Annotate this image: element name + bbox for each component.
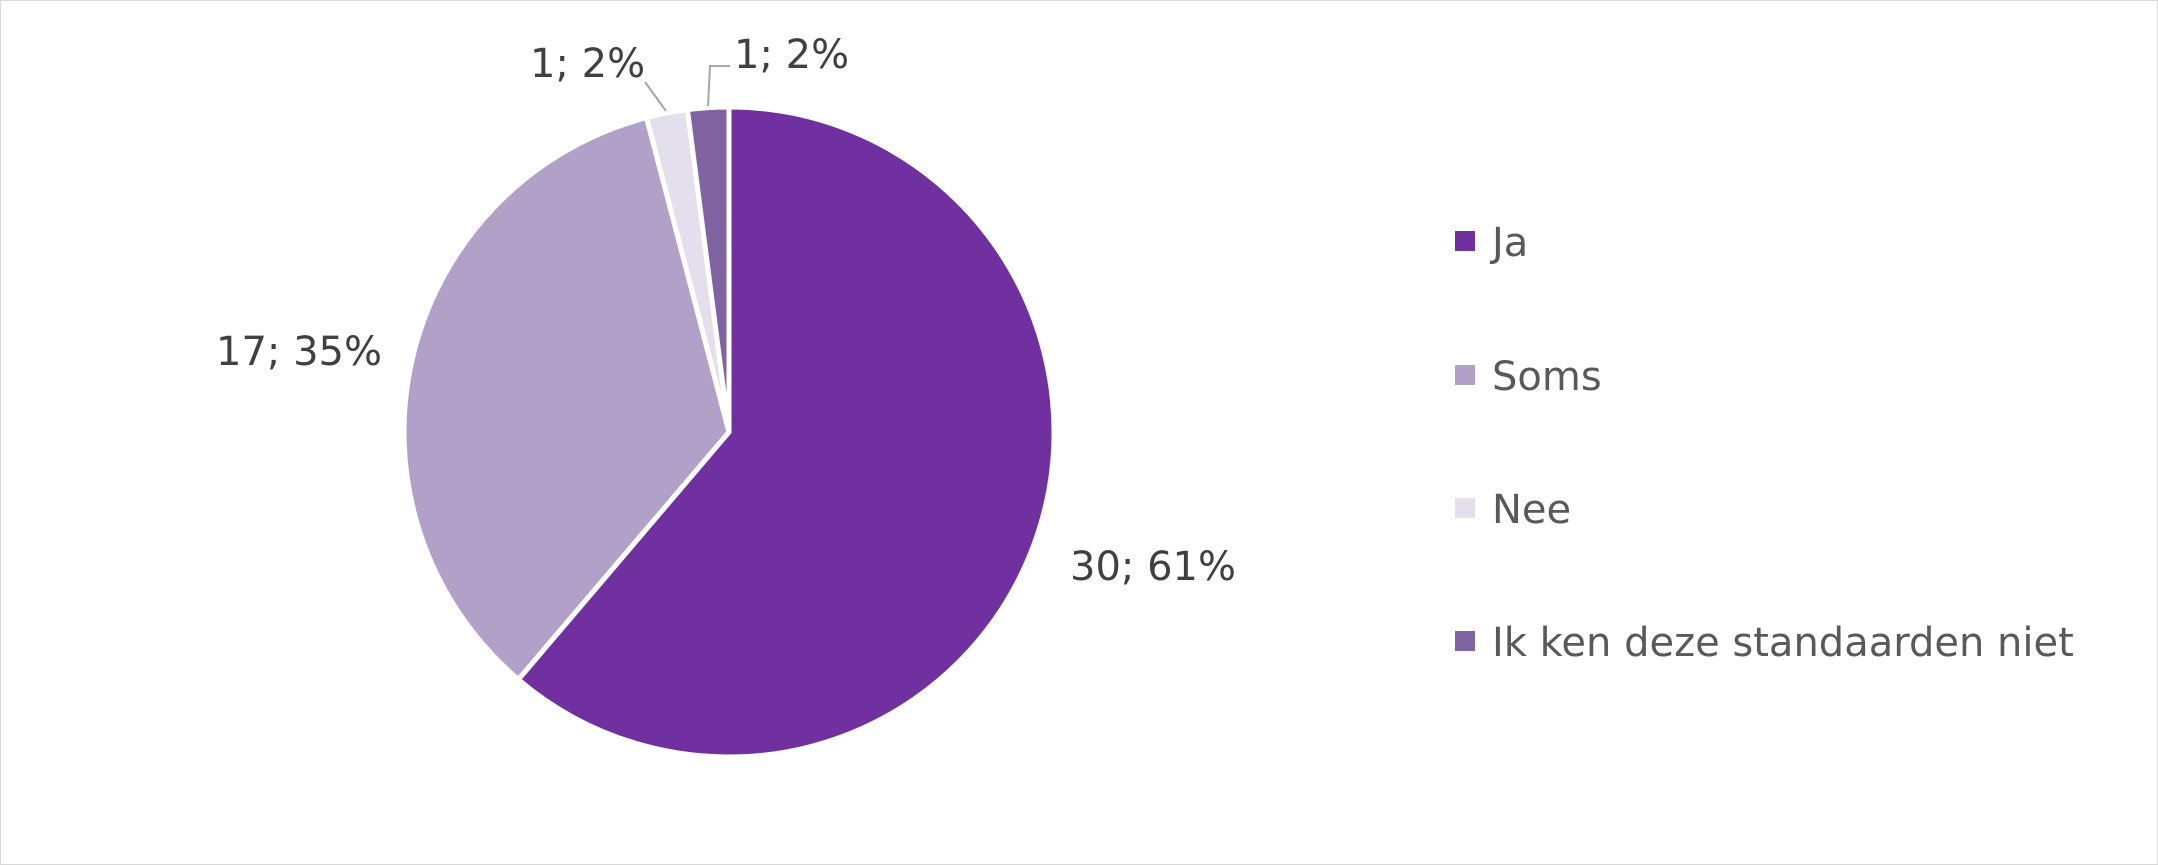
data-label-nee: 1; 2% [530, 41, 645, 87]
pie-slices [401, 104, 1057, 760]
pie-slice-soms [401, 115, 732, 682]
legend-swatch-soms [1455, 365, 1475, 385]
legend-label-nee: Nee [1492, 487, 1571, 533]
data-labels: 30; 61% 17; 35% 1; 2% 1; 2% [216, 32, 1236, 590]
leader-lines [644, 65, 730, 112]
pie-slice-ja [515, 104, 1057, 760]
legend-label-ik-ken: Ik ken deze standaarden niet [1492, 620, 2074, 666]
data-label-soms: 17; 35% [216, 329, 382, 375]
legend-swatch-nee [1455, 498, 1475, 518]
legend-swatch-ja [1455, 231, 1475, 251]
legend-label-ja: Ja [1489, 220, 1528, 266]
legend-swatch-ik-ken [1455, 631, 1475, 651]
leader-line-nee [644, 81, 667, 112]
legend-label-soms: Soms [1492, 354, 1602, 400]
legend: Ja Soms Nee Ik ken deze standaarden niet [1455, 220, 2074, 666]
pie-slice-ik-ken-deze-standaarden-niet [684, 104, 732, 435]
data-label-ja: 30; 61% [1070, 544, 1236, 590]
data-label-ik-ken: 1; 2% [734, 32, 849, 78]
leader-line-ik-ken [707, 65, 730, 107]
